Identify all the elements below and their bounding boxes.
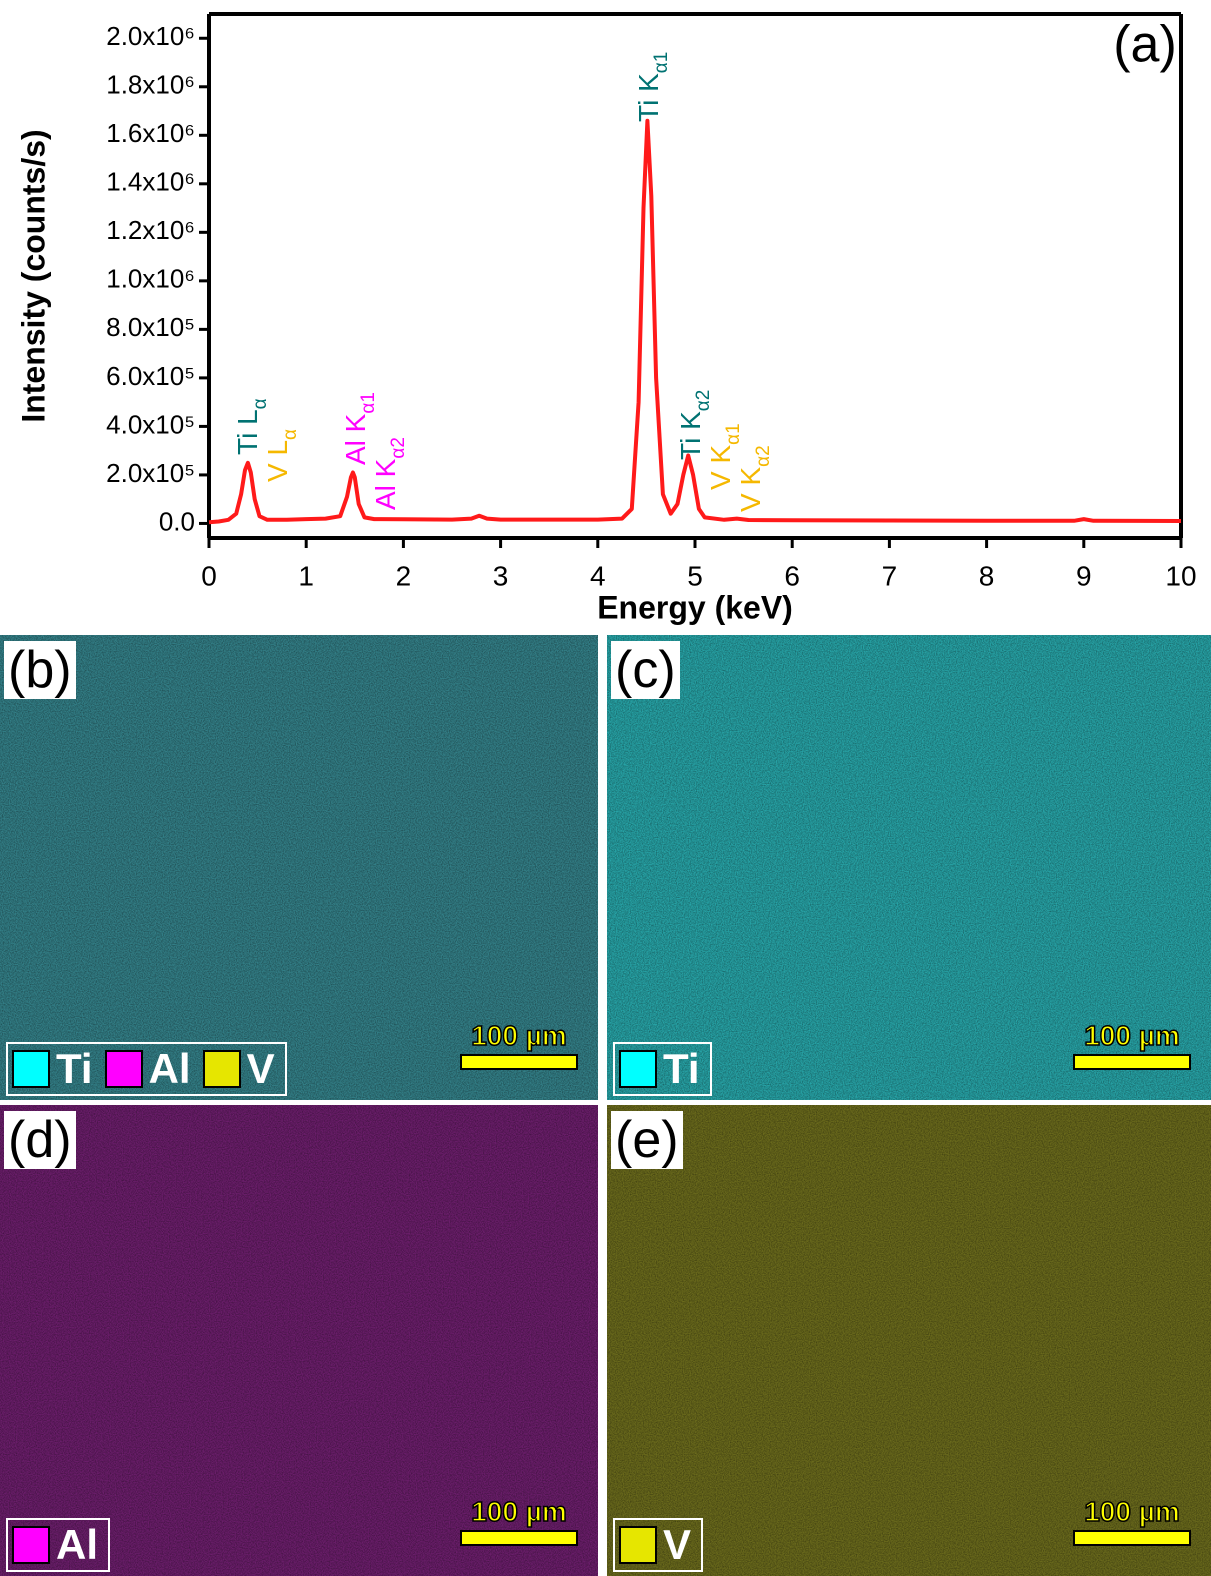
- scale-bar-label: 100 µm: [1083, 1495, 1180, 1528]
- y-tick-label: 1.4x10⁶: [106, 167, 195, 197]
- annotation-text: V L: [262, 440, 293, 482]
- peak-annotation: V Kα2: [735, 445, 773, 512]
- map-panel: (d) Al 100 µm: [0, 1105, 598, 1576]
- annotation-text: Ti K: [675, 411, 706, 460]
- y-tick-label: 2.0x10⁵: [106, 458, 195, 488]
- peak-annotation: Ti Lα: [232, 398, 270, 455]
- chart: (a) Energy (keV) Intensity (counts/s) 0.…: [15, 12, 1197, 625]
- y-tick-label: 6.0x10⁵: [106, 361, 195, 391]
- legend-label: Al: [148, 1045, 191, 1092]
- scale-bar: 100 µm: [1073, 1495, 1191, 1546]
- scale-bar-line: [460, 1054, 578, 1070]
- annotation-sub: α2: [388, 437, 409, 459]
- annotation-text: V K: [705, 445, 736, 490]
- scale-bar: 100 µm: [1073, 1019, 1191, 1070]
- peak-annotation: Ti Kα1: [633, 52, 671, 122]
- map-noise: [607, 635, 1211, 1100]
- legend-label: V: [246, 1045, 275, 1092]
- annotation-sub: α1: [723, 423, 744, 445]
- scale-bar-label: 100 µm: [470, 1019, 567, 1052]
- scale-bar-label: 100 µm: [1083, 1019, 1180, 1052]
- y-axis-title: Intensity (counts/s): [15, 129, 51, 422]
- panel-label: (e): [611, 1111, 683, 1169]
- scale-bar-line: [1073, 1054, 1191, 1070]
- legend-label: Ti: [663, 1045, 700, 1092]
- y-tick-label: 1.6x10⁶: [106, 118, 195, 148]
- annotation-sub: α2: [693, 390, 714, 412]
- legend-swatch: [104, 1050, 143, 1088]
- x-tick-label: 0: [201, 560, 217, 591]
- x-tick-label: 2: [396, 560, 412, 591]
- x-tick-label: 1: [298, 560, 314, 591]
- legend-swatch: [619, 1050, 657, 1088]
- peak-annotation: V Kα1: [705, 423, 743, 490]
- map-panel: (b) Ti Al V 100 µm: [0, 635, 598, 1100]
- annotation-text: Ti K: [633, 73, 664, 122]
- annotation-text: Al K: [370, 458, 401, 510]
- y-tick-label: 8.0x10⁵: [106, 312, 195, 342]
- legend-label: Al: [56, 1521, 98, 1568]
- x-tick-label: 7: [882, 560, 898, 591]
- scale-bar-line: [1073, 1530, 1191, 1546]
- scale-bar: 100 µm: [460, 1495, 578, 1546]
- legend-swatch: [12, 1050, 50, 1088]
- x-tick-label: 6: [784, 560, 800, 591]
- map-noise: [607, 1105, 1211, 1576]
- scale-bar: 100 µm: [460, 1019, 578, 1070]
- x-tick-label: 3: [493, 560, 509, 591]
- x-axis-title: Energy (keV): [597, 589, 793, 625]
- annotation-sub: α1: [358, 392, 379, 414]
- y-tick-label: 1.8x10⁶: [106, 70, 195, 100]
- legend-swatch: [619, 1526, 657, 1564]
- legend-swatch: [202, 1050, 241, 1088]
- map-panel: (e) V 100 µm: [607, 1105, 1211, 1576]
- annotation-sub: α2: [753, 445, 774, 467]
- legend-label: Ti: [56, 1045, 93, 1092]
- panel-label: (b): [4, 641, 76, 699]
- annotation-sub: α1: [651, 52, 672, 74]
- x-tick-label: 9: [1076, 560, 1092, 591]
- peak-annotation: Ti Kα2: [675, 390, 713, 460]
- panel-legend: Ti: [613, 1042, 712, 1096]
- y-tick-label: 0.0: [159, 506, 195, 536]
- annotation-text: Al K: [340, 413, 371, 465]
- legend-swatch: [12, 1526, 50, 1564]
- map-panel: (c) Ti 100 µm: [607, 635, 1211, 1100]
- y-tick-label: 1.2x10⁶: [106, 215, 195, 245]
- scale-bar-line: [460, 1530, 578, 1546]
- annotation-text: V K: [735, 467, 766, 512]
- panel-legend: Ti Al V: [6, 1042, 287, 1096]
- panel-label: (c): [611, 641, 680, 699]
- x-tick-label: 8: [979, 560, 995, 591]
- y-tick-label: 1.0x10⁶: [106, 264, 195, 294]
- x-tick-label: 4: [590, 560, 606, 591]
- y-tick-label: 2.0x10⁶: [106, 21, 195, 51]
- legend-label: V: [663, 1521, 692, 1568]
- panel-label: (d): [4, 1111, 76, 1169]
- panel-label: (a): [1113, 16, 1177, 74]
- annotation-sub: α: [280, 429, 301, 440]
- peak-annotation: Al Kα1: [340, 392, 378, 465]
- annotation-text: Ti L: [232, 409, 263, 455]
- peak-annotation: Al Kα2: [370, 437, 408, 510]
- map-noise: [0, 635, 598, 1100]
- spectrum-line: [208, 118, 1182, 525]
- map-noise: [0, 1105, 598, 1576]
- x-tick-label: 5: [687, 560, 703, 591]
- annotation-sub: α: [250, 398, 271, 409]
- panel-legend: V: [613, 1518, 704, 1572]
- y-tick-label: 4.0x10⁵: [106, 409, 195, 439]
- peak-annotation: V Lα: [262, 429, 300, 482]
- panel-legend: Al: [6, 1518, 110, 1572]
- scale-bar-label: 100 µm: [470, 1495, 567, 1528]
- x-tick-label: 10: [1165, 560, 1196, 591]
